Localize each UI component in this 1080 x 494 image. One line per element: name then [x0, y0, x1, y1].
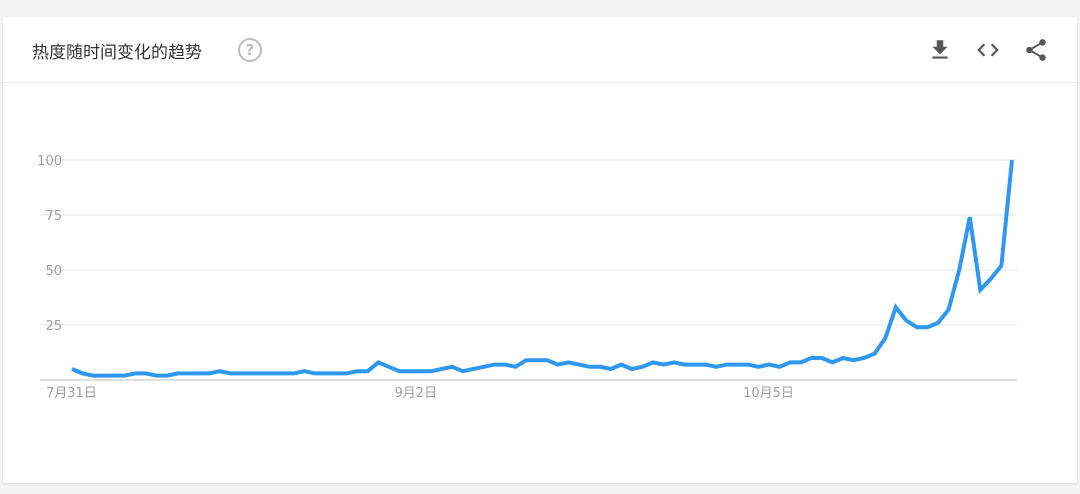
card-title: 热度随时间变化的趋势	[32, 43, 202, 63]
card-header: 热度随时间变化的趋势 ?	[3, 17, 1077, 83]
x-tick-label: 10月5日	[743, 386, 794, 401]
y-tick-label: 100	[37, 154, 62, 169]
share-icon[interactable]	[1023, 37, 1049, 63]
trend-series-line	[71, 159, 1014, 378]
download-icon[interactable]	[927, 37, 953, 63]
embed-code-icon[interactable]	[975, 37, 1001, 63]
help-circle-icon[interactable]: ?	[238, 38, 262, 62]
x-tick-label: 7月31日	[46, 386, 97, 401]
y-tick-label: 75	[45, 209, 62, 224]
x-tick-label: 9月2日	[395, 386, 438, 401]
y-tick-label: 25	[45, 319, 62, 334]
y-tick-label: 50	[45, 264, 62, 279]
trend-card: 热度随时间变化的趋势 ?	[3, 17, 1077, 483]
